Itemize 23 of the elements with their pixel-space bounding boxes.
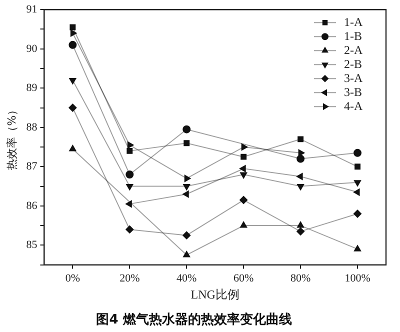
y-tick-label: 90 [26,42,38,55]
y-tick-label: 86 [26,200,38,212]
legend-label: 1-B [344,28,362,43]
x-tick-label: 80% [290,272,311,284]
y-tick-label: 87 [26,160,38,173]
legend-label: 3-A [344,70,363,85]
legend-label: 2-B [344,56,362,71]
x-tick-label: 100% [344,272,370,284]
x-tick-label: 20% [120,272,140,284]
y-tick-label: 88 [26,121,38,134]
x-axis-title: LNG比例 [190,287,240,302]
legend-label: 4-A [344,98,363,113]
legend-label: 3-B [344,84,362,99]
legend-label: 1-A [344,14,363,29]
x-tick-label: 60% [233,272,254,284]
x-tick-label: 0% [65,272,80,284]
text: 图4 燃气热水器的热效率变化曲线 [96,312,292,328]
y-tick-label: 91 [26,3,38,16]
y-axis-title: 热效率（%） [5,104,18,170]
y-tick-label: 85 [26,239,38,252]
legend-label: 2-A [344,42,363,57]
y-tick-label: 89 [26,82,38,94]
x-tick-label: 40% [176,272,197,284]
